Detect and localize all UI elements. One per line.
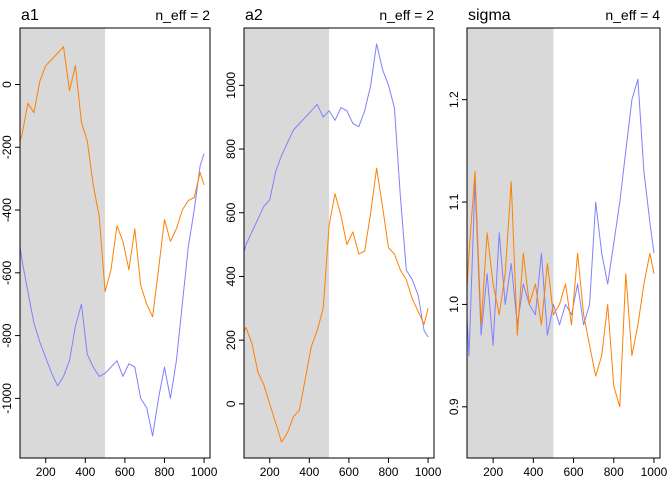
x-tick-label: 800 — [604, 465, 624, 479]
n-eff-label: n_eff = 4 — [605, 7, 660, 23]
panel-title: a2 — [245, 7, 263, 24]
x-tick-label: 600 — [339, 465, 359, 479]
y-tick-label: 0 — [0, 81, 14, 88]
y-tick-label: -800 — [0, 323, 14, 347]
x-tick-label: 200 — [36, 465, 56, 479]
panel-1: a1 n_eff = 2 200 400 600 800 1000 -1000 -800 -600… — [0, 7, 218, 479]
y-tick-label: 1.0 — [447, 296, 461, 313]
warmup-region — [244, 28, 330, 458]
x-tick-label: 200 — [260, 465, 280, 479]
y-tick-label: 1.1 — [447, 193, 461, 210]
panel-3: sigma n_eff = 4 200 400 600 800 1000 0.9 1.0 1.1 1… — [447, 7, 668, 479]
trace-line-chain-1 — [20, 153, 205, 437]
x-tick-label: 1000 — [191, 465, 218, 479]
y-tick-label: 0 — [224, 400, 238, 407]
panel-frame — [243, 27, 435, 459]
warmup-region — [20, 28, 106, 458]
x-tick-label: 400 — [299, 465, 319, 479]
panel-frame — [466, 27, 661, 459]
x-tick-label: 400 — [75, 465, 95, 479]
n-eff-label: n_eff = 2 — [155, 7, 210, 23]
y-tick-label: 1.2 — [447, 91, 461, 108]
x-tick-label: 800 — [378, 465, 398, 479]
trace-line-chain-1 — [467, 78, 655, 357]
panel-frame — [19, 27, 211, 459]
y-tick-label: -1000 — [0, 383, 14, 414]
x-tick-label: 800 — [154, 465, 174, 479]
x-tick-label: 600 — [115, 465, 135, 479]
y-tick-label: -600 — [0, 260, 14, 284]
panel-2: a2 n_eff = 2 200 400 600 800 1000 0 200 400 600 800… — [224, 7, 442, 479]
trace-line-chain-1 — [244, 43, 429, 338]
trace-line-chain-2 — [467, 170, 655, 408]
y-tick-label: 400 — [224, 266, 238, 286]
x-tick-label: 600 — [564, 465, 584, 479]
y-tick-label: 1000 — [224, 72, 238, 99]
x-tick-label: 1000 — [415, 465, 442, 479]
x-tick-label: 1000 — [641, 465, 668, 479]
y-tick-label: 200 — [224, 330, 238, 350]
panel-title: sigma — [468, 7, 511, 24]
y-tick-label: 600 — [224, 202, 238, 222]
trace-line-chain-2 — [244, 167, 429, 443]
y-tick-label: 800 — [224, 139, 238, 159]
warmup-region — [467, 28, 554, 458]
x-tick-label: 200 — [483, 465, 503, 479]
y-tick-label: -200 — [0, 135, 14, 159]
n-eff-label: n_eff = 2 — [379, 7, 434, 23]
x-tick-label: 400 — [523, 465, 543, 479]
panel-title: a1 — [21, 7, 39, 24]
y-tick-label: 0.9 — [447, 398, 461, 415]
trace-line-chain-2 — [20, 46, 205, 318]
y-tick-label: -400 — [0, 198, 14, 222]
